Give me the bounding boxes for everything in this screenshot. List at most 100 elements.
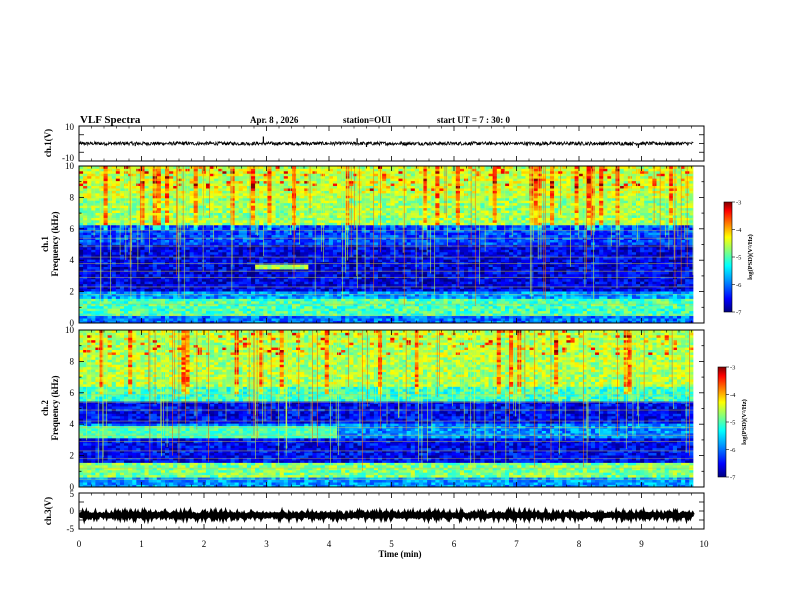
spectrogram-cell <box>337 310 342 314</box>
spectrogram-cell <box>275 215 281 218</box>
spectrogram-cell <box>222 224 227 228</box>
spectrogram-cell <box>103 318 109 321</box>
spectrogram-cell <box>193 222 199 226</box>
spectrogram-cell <box>246 298 252 302</box>
spectrogram-cell <box>349 183 354 187</box>
spectrogram-cell <box>238 234 244 238</box>
spectrogram-cell <box>124 305 129 309</box>
spectrogram-cell <box>144 183 150 187</box>
spectrogram-cell <box>226 237 231 240</box>
spectrogram-cell <box>353 286 358 290</box>
spectrogram-cell <box>173 283 178 287</box>
spectrogram-cell <box>119 200 125 204</box>
spectrogram-cell <box>132 300 137 304</box>
spectrogram-cell <box>345 303 350 307</box>
spectrogram-cell <box>136 315 141 319</box>
spectrogram-cell <box>181 246 186 250</box>
spectrogram-cell <box>156 190 162 194</box>
spectrogram-cell <box>361 288 367 292</box>
spectrogram-cell <box>300 222 305 226</box>
spectrogram-cell <box>230 296 236 299</box>
spectrogram-cell <box>152 249 158 253</box>
spectrogram-cell <box>173 273 178 277</box>
spectrogram-cell <box>95 256 100 260</box>
header-start-ut: start UT = 7 : 30: 0 <box>437 115 510 125</box>
spectrogram-cell <box>205 310 211 314</box>
spectrogram-cell <box>156 239 162 243</box>
spectrogram-cell <box>79 190 84 194</box>
spectrogram-cell <box>214 254 219 258</box>
spectrogram-cell <box>226 303 231 307</box>
spectrogram-cell <box>140 195 145 199</box>
spectrogram-cell <box>246 264 252 267</box>
spectrogram-cell <box>308 266 313 270</box>
spectrogram-cell <box>300 202 305 206</box>
spectrogram-cell <box>111 264 117 267</box>
spectrogram-cell <box>275 251 281 255</box>
spectrogram-cell <box>230 239 236 243</box>
spectrogram-cell <box>95 288 100 292</box>
spectrogram-cell <box>136 303 141 307</box>
spectrogram-cell <box>226 183 231 187</box>
spectrogram-cell <box>152 234 158 238</box>
spectrogram-cell <box>251 286 256 290</box>
spectrogram-cell <box>263 185 268 189</box>
spectrogram-cell <box>136 207 141 211</box>
spectrogram-cell <box>259 215 264 218</box>
spectrogram-cell <box>91 224 96 228</box>
spectrogram-cell <box>238 296 244 299</box>
spectrogram-cell <box>91 320 96 323</box>
spectrogram-cell <box>119 286 125 290</box>
spectrogram-cell <box>124 259 129 263</box>
spectrogram-cell <box>210 273 215 277</box>
spectrogram-cell <box>357 210 363 214</box>
spectrogram-cell <box>365 266 371 270</box>
spectrogram-cell <box>386 286 391 290</box>
spectrogram-cell <box>124 313 129 317</box>
spectrogram-cell <box>115 271 121 275</box>
spectrogram-cell <box>189 300 195 304</box>
spectrogram-cell <box>181 175 186 179</box>
spectrogram-cell <box>136 170 141 174</box>
spectrogram-cell <box>144 229 150 233</box>
spectrogram-cell <box>218 195 223 199</box>
spectrogram-cell <box>312 315 317 319</box>
spectrogram-cell <box>382 315 387 319</box>
spectrogram-cell <box>115 239 121 243</box>
spectrogram-cell <box>275 315 281 319</box>
spectrogram-cell <box>226 283 231 287</box>
spectrogram-cell <box>83 197 88 201</box>
spectrogram-cell <box>79 254 84 258</box>
spectrogram-cell <box>169 256 174 260</box>
spectrogram-cell <box>328 229 334 233</box>
spectrogram-cell <box>263 251 268 255</box>
spectrogram-cell <box>160 305 166 309</box>
spectrogram-cell <box>300 266 305 270</box>
spectrogram-cell <box>283 296 289 299</box>
spectrogram-cell <box>160 210 166 214</box>
spectrogram-cell <box>263 222 268 226</box>
spectrogram-cell <box>341 188 346 191</box>
spectrogram-cell <box>386 190 391 194</box>
spectrogram-cell <box>283 239 289 243</box>
spectrogram-cell <box>332 166 338 169</box>
spectrogram-cell <box>304 215 309 218</box>
spectrogram-cell <box>312 166 317 169</box>
spectrogram-cell <box>382 195 387 199</box>
spectrogram-cell <box>242 205 248 209</box>
spectrogram-cell <box>369 205 375 209</box>
spectrogram-cell <box>369 251 375 255</box>
spectrogram-cell <box>349 180 354 184</box>
spectrogram-cell <box>156 168 162 172</box>
spectrogram-cell <box>275 310 281 314</box>
spectrogram-cell <box>218 310 223 314</box>
spectrogram-cell <box>267 256 272 260</box>
spectrogram-cell <box>218 308 223 312</box>
spectrogram-cell <box>165 197 170 201</box>
spectrogram-cell <box>222 170 227 174</box>
spectrogram-cell <box>382 288 387 292</box>
spectrogram-cell <box>83 192 88 196</box>
spectrogram-cell <box>341 249 346 253</box>
spectrogram-cell <box>111 215 117 218</box>
spectrogram-cell <box>287 264 293 267</box>
